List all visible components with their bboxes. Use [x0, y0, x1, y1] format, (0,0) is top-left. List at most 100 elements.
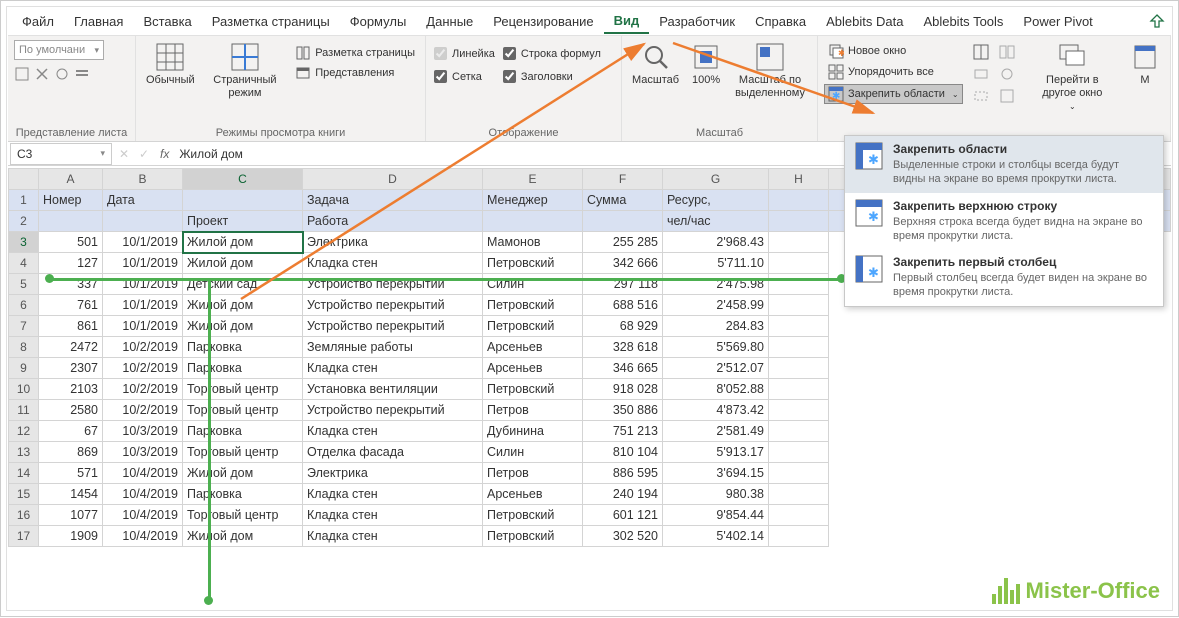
select-all-corner[interactable] — [9, 169, 39, 190]
cell[interactable]: Электрика — [303, 232, 483, 253]
hide-icon[interactable] — [973, 66, 989, 82]
exit-icon[interactable] — [34, 66, 50, 82]
cell[interactable] — [583, 211, 663, 232]
cell[interactable]: 2103 — [39, 379, 103, 400]
cell[interactable]: Петровский — [483, 316, 583, 337]
cell[interactable] — [769, 253, 829, 274]
tab-insert[interactable]: Вставка — [133, 10, 201, 33]
row-header[interactable]: 1 — [9, 190, 39, 211]
row-header[interactable]: 16 — [9, 505, 39, 526]
tab-help[interactable]: Справка — [745, 10, 816, 33]
cell[interactable]: Торговый центр — [183, 400, 303, 421]
cell[interactable]: 2'475.98 — [663, 274, 769, 295]
cell[interactable]: 10/1/2019 — [103, 295, 183, 316]
row-header[interactable]: 8 — [9, 337, 39, 358]
cell[interactable] — [769, 337, 829, 358]
cell[interactable]: Петровский — [483, 526, 583, 547]
cell[interactable]: 1454 — [39, 484, 103, 505]
fx-button[interactable]: fx — [154, 147, 175, 161]
cell[interactable] — [769, 379, 829, 400]
cell[interactable] — [103, 211, 183, 232]
row-header[interactable]: 17 — [9, 526, 39, 547]
row-header[interactable]: 4 — [9, 253, 39, 274]
cell[interactable]: Задача — [303, 190, 483, 211]
cell[interactable]: Кладка стен — [303, 505, 483, 526]
split-icon[interactable] — [973, 44, 989, 60]
cell[interactable] — [769, 526, 829, 547]
cell[interactable]: 284.83 — [663, 316, 769, 337]
cell[interactable]: 2580 — [39, 400, 103, 421]
cell[interactable]: Кладка стен — [303, 358, 483, 379]
cell[interactable]: Земляные работы — [303, 337, 483, 358]
cell[interactable]: 1077 — [39, 505, 103, 526]
cell[interactable]: 350 886 — [583, 400, 663, 421]
tab-home[interactable]: Главная — [64, 10, 133, 33]
cell[interactable]: 601 121 — [583, 505, 663, 526]
cell[interactable]: 861 — [39, 316, 103, 337]
cell[interactable]: Жилой дом — [183, 526, 303, 547]
zoom-selection-button[interactable]: Масштаб по выделенному — [729, 40, 811, 102]
cell[interactable]: Жилой дом — [183, 316, 303, 337]
cell[interactable] — [769, 295, 829, 316]
row-header[interactable]: 3 — [9, 232, 39, 253]
cell[interactable]: Мамонов — [483, 232, 583, 253]
keep-icon[interactable] — [14, 66, 30, 82]
row-header[interactable]: 7 — [9, 316, 39, 337]
options-icon[interactable] — [74, 66, 90, 82]
cell[interactable]: 10/3/2019 — [103, 442, 183, 463]
cell[interactable]: Устройство перекрытий — [303, 295, 483, 316]
cell[interactable] — [769, 442, 829, 463]
cell[interactable]: 886 595 — [583, 463, 663, 484]
cell[interactable]: 67 — [39, 421, 103, 442]
cell[interactable]: 346 665 — [583, 358, 663, 379]
column-header[interactable]: B — [103, 169, 183, 190]
cell[interactable]: Арсеньев — [483, 484, 583, 505]
tab-review[interactable]: Рецензирование — [483, 10, 603, 33]
row-header[interactable]: 14 — [9, 463, 39, 484]
cell[interactable]: Проект — [183, 211, 303, 232]
column-header[interactable]: E — [483, 169, 583, 190]
row-header[interactable]: 15 — [9, 484, 39, 505]
cell[interactable]: Жилой дом — [183, 232, 303, 253]
cell[interactable]: 2'512.07 — [663, 358, 769, 379]
cell[interactable] — [183, 190, 303, 211]
cell[interactable]: 10/4/2019 — [103, 463, 183, 484]
cell[interactable]: 980.38 — [663, 484, 769, 505]
page-layout-button[interactable]: Разметка страницы — [291, 44, 419, 62]
cell[interactable]: 10/4/2019 — [103, 484, 183, 505]
cell[interactable]: Номер — [39, 190, 103, 211]
row-header[interactable]: 11 — [9, 400, 39, 421]
cell[interactable]: 10/4/2019 — [103, 505, 183, 526]
cell[interactable]: 127 — [39, 253, 103, 274]
page-break-button[interactable]: Страничный режим — [203, 40, 288, 102]
cell[interactable]: 5'402.14 — [663, 526, 769, 547]
cell[interactable] — [483, 211, 583, 232]
share-icon[interactable] — [1147, 12, 1167, 32]
row-header[interactable]: 10 — [9, 379, 39, 400]
cell[interactable]: Жилой дом — [183, 253, 303, 274]
cell[interactable]: Кладка стен — [303, 526, 483, 547]
cell[interactable]: 751 213 — [583, 421, 663, 442]
sheet-view-combo[interactable]: По умолчани▾ — [14, 40, 104, 60]
cell[interactable]: 869 — [39, 442, 103, 463]
column-header[interactable]: C — [183, 169, 303, 190]
cell[interactable]: Силин — [483, 274, 583, 295]
column-header[interactable]: H — [769, 169, 829, 190]
cell[interactable]: 10/3/2019 — [103, 421, 183, 442]
cell[interactable]: Силин — [483, 442, 583, 463]
freeze-panes-item[interactable]: ✱ Закрепить областиВыделенные строки и с… — [845, 136, 1163, 193]
cell[interactable] — [769, 274, 829, 295]
row-header[interactable]: 12 — [9, 421, 39, 442]
freeze-panes-button[interactable]: ✱Закрепить области⌄ — [824, 84, 963, 104]
tab-ablebits-tools[interactable]: Ablebits Tools — [913, 10, 1013, 33]
tab-powerpivot[interactable]: Power Pivot — [1013, 10, 1102, 33]
cell[interactable]: 9'854.44 — [663, 505, 769, 526]
cell[interactable]: 342 666 — [583, 253, 663, 274]
cell[interactable]: 918 028 — [583, 379, 663, 400]
cell[interactable]: Дата — [103, 190, 183, 211]
cell[interactable] — [769, 421, 829, 442]
cell[interactable]: Петровский — [483, 295, 583, 316]
normal-view-button[interactable]: Обычный — [142, 40, 199, 89]
cell[interactable]: Электрика — [303, 463, 483, 484]
cell[interactable]: Торговый центр — [183, 505, 303, 526]
